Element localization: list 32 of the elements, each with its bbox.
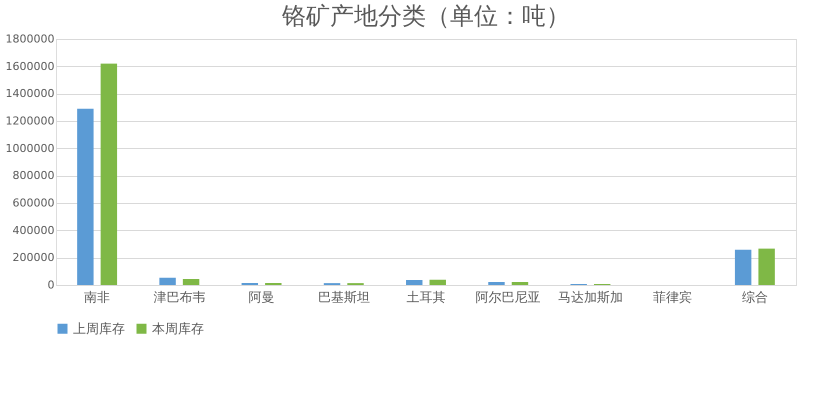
x-tick-label: 土耳其: [406, 290, 446, 306]
y-tick-label: 1800000: [6, 32, 54, 46]
bar: [182, 278, 200, 285]
bar: [488, 282, 505, 285]
y-tick-label: 0: [48, 278, 54, 292]
x-tick-label: 阿尔巴尼亚: [476, 290, 541, 306]
y-tick-label: 600000: [12, 196, 54, 210]
x-tick-label: 巴基斯坦: [318, 290, 370, 306]
chart-title: 铬矿产地分类（单位：吨）: [281, 2, 570, 30]
bar: [77, 108, 94, 285]
y-tick-label: 1000000: [6, 142, 54, 155]
x-tick-label: 阿曼: [248, 290, 275, 306]
x-tick-label: 马达加斯加: [558, 290, 623, 306]
bar: [159, 278, 176, 285]
bar: [734, 250, 752, 285]
y-tick-label: 1200000: [6, 114, 54, 128]
y-tick-label: 200000: [12, 251, 54, 264]
y-tick-label: 800000: [12, 169, 54, 182]
legend-label: 本周库存: [152, 322, 204, 337]
y-tick-label: 1600000: [6, 60, 54, 73]
y-tick-label: 400000: [12, 224, 54, 237]
y-tick-label: 1400000: [6, 87, 54, 100]
bar: [758, 248, 775, 285]
bar: [430, 280, 446, 285]
x-tick-label: 菲律宾: [653, 290, 692, 306]
x-tick-label: 南非: [84, 290, 110, 306]
x-tick-label: 综合: [742, 290, 768, 306]
bar: [406, 280, 422, 285]
bar: [100, 64, 118, 285]
x-tick-label: 津巴布韦: [153, 290, 206, 306]
bar: [512, 282, 528, 285]
legend-label: 上周库存: [73, 322, 125, 337]
